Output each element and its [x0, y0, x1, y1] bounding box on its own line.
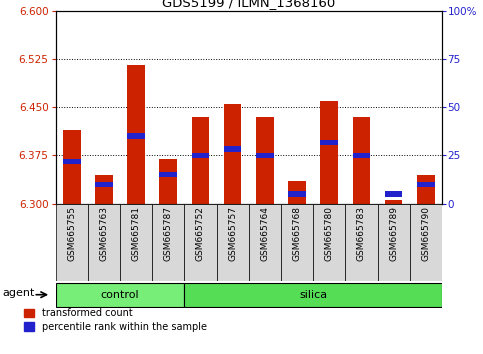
- Text: GSM665780: GSM665780: [325, 206, 334, 261]
- Bar: [417, 182, 435, 187]
- FancyBboxPatch shape: [410, 204, 442, 281]
- Bar: [63, 130, 81, 204]
- Text: silica: silica: [299, 290, 327, 300]
- FancyBboxPatch shape: [152, 204, 185, 281]
- FancyBboxPatch shape: [56, 204, 88, 281]
- Bar: [159, 159, 177, 204]
- Bar: [417, 175, 435, 204]
- Bar: [256, 117, 274, 204]
- Text: GSM665763: GSM665763: [99, 206, 108, 261]
- FancyBboxPatch shape: [56, 283, 185, 307]
- Bar: [192, 153, 209, 158]
- Text: GSM665783: GSM665783: [357, 206, 366, 261]
- Text: GSM665789: GSM665789: [389, 206, 398, 261]
- FancyBboxPatch shape: [313, 204, 345, 281]
- Bar: [224, 104, 242, 204]
- Bar: [385, 191, 402, 196]
- Text: GSM665781: GSM665781: [131, 206, 141, 261]
- Bar: [320, 140, 338, 145]
- Text: GSM665755: GSM665755: [67, 206, 76, 261]
- Bar: [63, 159, 81, 165]
- Bar: [353, 153, 370, 158]
- FancyBboxPatch shape: [345, 204, 378, 281]
- Text: GSM665787: GSM665787: [164, 206, 173, 261]
- Text: GSM665764: GSM665764: [260, 206, 270, 261]
- FancyBboxPatch shape: [281, 204, 313, 281]
- FancyBboxPatch shape: [378, 204, 410, 281]
- Text: control: control: [100, 290, 139, 300]
- Bar: [127, 65, 145, 204]
- Bar: [385, 200, 402, 204]
- Bar: [95, 182, 113, 187]
- Bar: [256, 153, 274, 158]
- Text: GSM665752: GSM665752: [196, 206, 205, 261]
- FancyBboxPatch shape: [88, 204, 120, 281]
- Bar: [95, 175, 113, 204]
- Legend: transformed count, percentile rank within the sample: transformed count, percentile rank withi…: [24, 308, 207, 332]
- Bar: [320, 101, 338, 204]
- FancyBboxPatch shape: [216, 204, 249, 281]
- Text: GSM665790: GSM665790: [421, 206, 430, 261]
- Bar: [127, 133, 145, 139]
- Bar: [353, 117, 370, 204]
- Bar: [288, 181, 306, 204]
- Text: GSM665768: GSM665768: [293, 206, 301, 261]
- Bar: [288, 191, 306, 196]
- FancyBboxPatch shape: [249, 204, 281, 281]
- FancyBboxPatch shape: [185, 283, 442, 307]
- Title: GDS5199 / ILMN_1368160: GDS5199 / ILMN_1368160: [162, 0, 335, 10]
- Bar: [224, 146, 242, 152]
- FancyBboxPatch shape: [185, 204, 216, 281]
- FancyBboxPatch shape: [120, 204, 152, 281]
- Text: GSM665757: GSM665757: [228, 206, 237, 261]
- Text: agent: agent: [3, 289, 35, 298]
- Bar: [159, 172, 177, 177]
- Bar: [192, 117, 209, 204]
